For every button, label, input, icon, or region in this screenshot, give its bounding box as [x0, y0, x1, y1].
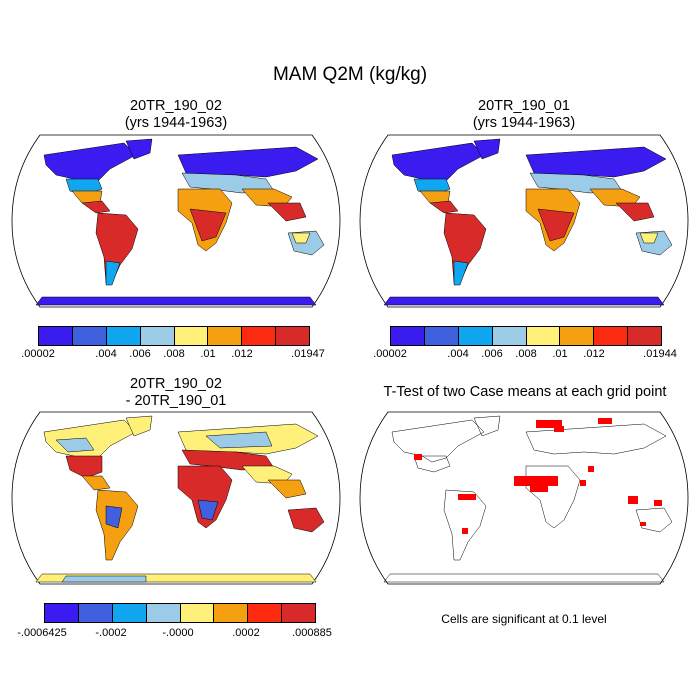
colorbar-panel-3 — [44, 603, 316, 623]
colorbar-2-label: .004 — [447, 348, 469, 360]
colorbar-2-label: .006 — [481, 348, 503, 360]
panel-2-title-line2: (yrs 1944-1963) — [472, 115, 576, 131]
colorbar-3-label: .0002 — [232, 627, 260, 639]
colorbar-1-label: .012 — [231, 348, 253, 360]
colorbar-swatch — [526, 327, 561, 345]
colorbar-swatch — [458, 327, 493, 345]
land-fill — [383, 138, 673, 306]
colorbar-swatch — [140, 327, 175, 345]
panel-2-title-line1: 20TR_190_01 — [478, 98, 570, 114]
colorbar-2-label: .01 — [552, 348, 568, 360]
colorbar-3-label: -.0000 — [162, 627, 194, 639]
colorbar-panel-2 — [390, 326, 662, 346]
colorbar-swatch — [276, 327, 309, 345]
panel-4-title: T-Test of two Case means at each grid po… — [355, 384, 695, 401]
panel-4-title-line1: T-Test of two Case means at each grid po… — [383, 384, 667, 400]
colorbar-swatch — [242, 327, 277, 345]
significant-cells — [414, 418, 662, 534]
colorbar-2-label: .01944 — [643, 348, 677, 360]
colorbar-3-label: -.0006425 — [17, 627, 67, 639]
colorbar-swatch — [248, 604, 283, 622]
panel-1-title: 20TR_190_02 (yrs 1944-1963) — [46, 98, 306, 132]
map-panel-1 — [11, 134, 341, 308]
significance-note: Cells are significant at 0.1 level — [441, 612, 607, 626]
colorbar-swatch — [282, 604, 315, 622]
colorbar-swatch — [174, 327, 209, 345]
colorbar-2-label: .012 — [583, 348, 605, 360]
panel-2-title: 20TR_190_01 (yrs 1944-1963) — [394, 98, 654, 132]
colorbar-1-label: .01947 — [291, 348, 325, 360]
panel-3-title-line2: - 20TR_190_01 — [125, 393, 227, 409]
map-panel-3 — [11, 411, 341, 585]
colorbar-swatch — [424, 327, 459, 345]
colorbar-swatch — [180, 604, 215, 622]
colorbar-swatch — [106, 327, 141, 345]
land-fill — [35, 138, 325, 306]
colorbar-1-label: .008 — [163, 348, 185, 360]
colorbar-1-label: .01 — [200, 348, 216, 360]
colorbar-swatch — [39, 327, 73, 345]
colorbar-1-label: .004 — [95, 348, 117, 360]
colorbar-swatch — [112, 604, 147, 622]
panel-1-title-line2: (yrs 1944-1963) — [124, 115, 228, 131]
colorbar-1-label: .006 — [129, 348, 151, 360]
colorbar-swatch — [560, 327, 595, 345]
figure-title: MAM Q2M (kg/kg) — [272, 64, 428, 85]
colorbar-3-label: .000885 — [292, 627, 332, 639]
coastlines — [383, 415, 673, 583]
colorbar-2-label: .008 — [515, 348, 537, 360]
colorbar-swatch — [208, 327, 243, 345]
colorbar-swatch — [391, 327, 425, 345]
colorbar-swatch — [594, 327, 629, 345]
colorbar-1-label: .00002 — [21, 348, 55, 360]
panel-1-title-line1: 20TR_190_02 — [130, 98, 222, 114]
colorbar-2-label: .00002 — [373, 348, 407, 360]
colorbar-swatch — [146, 604, 181, 622]
colorbar-swatch — [72, 327, 107, 345]
colorbar-swatch — [214, 604, 249, 622]
panel-3-title-line1: 20TR_190_02 — [130, 376, 222, 392]
colorbar-swatch — [78, 604, 113, 622]
colorbar-3-label: -.0002 — [95, 627, 127, 639]
land-fill — [35, 415, 325, 583]
colorbar-swatch — [45, 604, 79, 622]
map-panel-2 — [359, 134, 689, 308]
map-panel-4 — [359, 411, 689, 585]
colorbar-swatch — [628, 327, 661, 345]
panel-3-title: 20TR_190_02 - 20TR_190_01 — [46, 376, 306, 410]
colorbar-panel-1 — [38, 326, 310, 346]
map-outline — [359, 411, 689, 585]
colorbar-swatch — [492, 327, 527, 345]
